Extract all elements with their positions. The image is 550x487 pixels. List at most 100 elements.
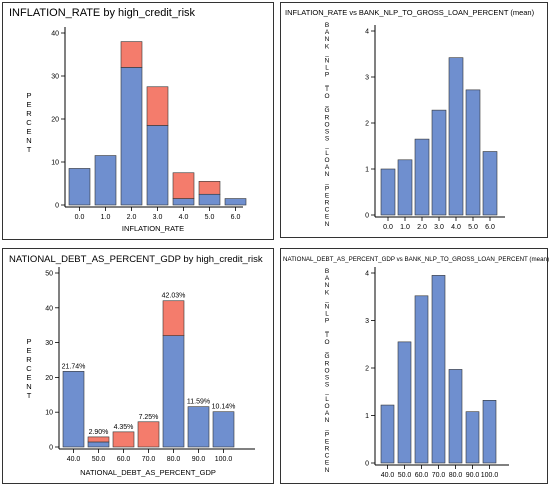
y-axis-label-char: C bbox=[325, 453, 330, 460]
y-axis-label-char: E bbox=[325, 460, 330, 467]
debt-histogram-chart: NATIONAL_DEBT_AS_PERCENT_GDP by high_cre… bbox=[9, 254, 263, 477]
y-tick-label: 40 bbox=[45, 305, 53, 312]
x-tick-label: 3.0 bbox=[153, 214, 163, 221]
x-tick-label: 4.0 bbox=[451, 224, 461, 231]
y-axis-label-char: N bbox=[325, 467, 330, 474]
y-axis-label-char: _ bbox=[324, 50, 329, 57]
y-axis-label-char: O bbox=[324, 367, 329, 374]
y-axis-label-char: N bbox=[325, 304, 330, 311]
y-tick-label: 4 bbox=[365, 271, 369, 278]
y-axis-label-char: O bbox=[324, 403, 329, 410]
debt-vs-bank-nlp-chart: NATIONAL_DEBT_AS_PERCENT_GDP vs BANK_NLP… bbox=[283, 256, 549, 479]
bar bbox=[465, 411, 480, 464]
bar bbox=[397, 341, 412, 464]
bar bbox=[465, 89, 481, 216]
bar-segment-0 bbox=[87, 441, 110, 448]
x-tick-label: 0.0 bbox=[383, 224, 393, 231]
x-tick-label: 50.0 bbox=[92, 456, 106, 463]
y-axis-label-char: R bbox=[26, 355, 32, 364]
y-axis-label-char: A bbox=[325, 410, 330, 417]
y-axis-label-char: R bbox=[325, 446, 330, 453]
y-tick-label: 0 bbox=[49, 445, 53, 452]
y-axis-label-char: L bbox=[325, 396, 329, 403]
x-tick-label: 80.0 bbox=[449, 472, 463, 479]
y-axis-label-char: S bbox=[325, 129, 330, 136]
x-tick-label: 60.0 bbox=[415, 472, 429, 479]
x-tick-label: 100.0 bbox=[481, 472, 499, 479]
bar bbox=[380, 404, 395, 464]
x-tick-label: 2.0 bbox=[127, 214, 137, 221]
y-axis-label-char: E bbox=[26, 346, 31, 355]
y-axis-label-char: N bbox=[325, 282, 330, 289]
bar-data-label: 4.35% bbox=[114, 424, 134, 431]
y-axis-label-char: C bbox=[26, 118, 32, 127]
y-tick-label: 0 bbox=[55, 203, 59, 210]
bar-segment-0 bbox=[224, 198, 247, 206]
y-axis-label-char: A bbox=[325, 29, 330, 36]
y-axis-label-char: G bbox=[324, 353, 329, 360]
bar-data-label: 10.14% bbox=[212, 404, 236, 411]
bar-segment-1 bbox=[137, 421, 160, 448]
bar-segment-0 bbox=[146, 125, 169, 206]
y-axis-label-char: L bbox=[325, 311, 329, 318]
bar-segment-0 bbox=[187, 406, 210, 448]
y-axis-label-char: N bbox=[26, 136, 31, 145]
y-tick-label: 20 bbox=[45, 375, 53, 382]
y-tick-label: 40 bbox=[51, 31, 59, 38]
chart-title: NATIONAL_DEBT_AS_PERCENT_GDP by high_cre… bbox=[9, 254, 263, 265]
y-tick-label: 0 bbox=[365, 461, 369, 468]
y-axis-label-char: P bbox=[325, 318, 329, 325]
x-tick-label: 70.0 bbox=[142, 456, 156, 463]
chart-title: NATIONAL_DEBT_AS_PERCENT_GDP vs BANK_NLP… bbox=[283, 256, 549, 263]
y-axis-label-char: E bbox=[325, 214, 330, 221]
y-tick-label: 0 bbox=[365, 213, 369, 220]
bar-segment-1 bbox=[162, 300, 185, 336]
bar-segment-1 bbox=[120, 41, 143, 68]
y-axis-label-char: B bbox=[325, 268, 329, 275]
x-tick-label: 70.0 bbox=[432, 472, 446, 479]
y-axis-label-char: L bbox=[325, 65, 329, 72]
bar-segment-0 bbox=[120, 67, 143, 206]
y-axis-label-char: G bbox=[324, 107, 329, 114]
y-axis-label-char: N bbox=[325, 171, 330, 178]
y-axis-label-char: _ bbox=[324, 296, 329, 303]
bar bbox=[397, 159, 413, 216]
y-axis-label-char: O bbox=[324, 121, 329, 128]
bar-data-label: 7.25% bbox=[139, 414, 159, 421]
x-tick-label: 1.0 bbox=[101, 214, 111, 221]
y-axis-label-char: L bbox=[325, 150, 329, 157]
bar-segment-0 bbox=[94, 155, 117, 206]
y-tick-label: 1 bbox=[365, 167, 369, 174]
y-tick-label: 10 bbox=[45, 410, 53, 417]
y-axis-label-char: E bbox=[26, 127, 31, 136]
x-tick-label: 0.0 bbox=[75, 214, 85, 221]
y-axis-label-char: E bbox=[26, 100, 31, 109]
bar bbox=[431, 109, 447, 216]
y-axis-label-char: P bbox=[26, 337, 31, 346]
x-tick-label: 5.0 bbox=[205, 214, 215, 221]
y-axis-label-char: _ bbox=[324, 389, 329, 396]
bar bbox=[414, 138, 430, 216]
y-axis-label-char: E bbox=[325, 192, 330, 199]
x-tick-label: 4.0 bbox=[179, 214, 189, 221]
chart-panel-inflation-vs-bank-nlp: INFLATION_RATE vs BANK_NLP_TO_GROSS_LOAN… bbox=[280, 2, 548, 238]
bar-data-label: 11.59% bbox=[187, 399, 210, 406]
y-tick-label: 20 bbox=[51, 117, 59, 124]
bar-segment-1 bbox=[87, 436, 110, 443]
x-tick-label: 60.0 bbox=[117, 456, 131, 463]
x-axis-label: INFLATION_RATE bbox=[122, 224, 184, 233]
y-axis-label-char: K bbox=[325, 43, 330, 50]
inflation-vs-bank-nlp-chart: INFLATION_RATE vs BANK_NLP_TO_GROSS_LOAN… bbox=[285, 8, 535, 231]
y-axis-label-char: N bbox=[325, 221, 330, 228]
y-tick-label: 30 bbox=[51, 74, 59, 81]
y-axis-label-char: N bbox=[325, 58, 330, 65]
y-tick-label: 2 bbox=[365, 366, 369, 373]
chart-title: INFLATION_RATE by high_credit_risk bbox=[9, 7, 196, 19]
y-axis-label-char: T bbox=[27, 145, 32, 154]
x-tick-label: 40.0 bbox=[381, 472, 395, 479]
y-axis-label-char: S bbox=[325, 136, 330, 143]
x-tick-label: 80.0 bbox=[167, 456, 181, 463]
bar-data-label: 42.03% bbox=[162, 293, 186, 300]
y-axis-label-char: _ bbox=[324, 143, 329, 150]
x-tick-label: 40.0 bbox=[67, 456, 81, 463]
